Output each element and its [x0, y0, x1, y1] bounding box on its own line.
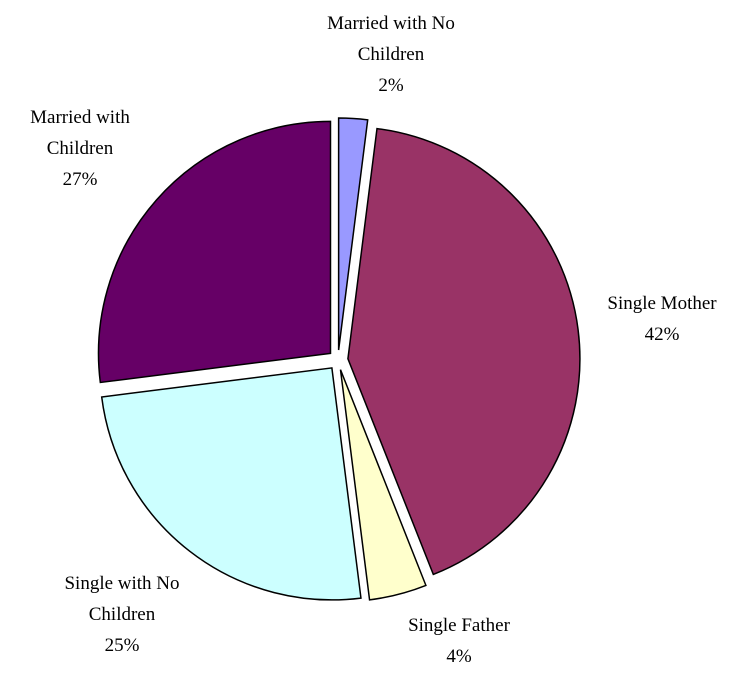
value-label: 25%	[104, 635, 140, 656]
slice-label: Single Mother 42%	[577, 288, 742, 350]
pie-slice	[337, 117, 369, 351]
value-label: 27%	[62, 169, 98, 190]
slice-label: Married with Children 27%	[0, 102, 165, 195]
value-label: 42%	[644, 324, 680, 345]
slice-label: Married with No Children 2%	[306, 8, 476, 101]
pie-slice	[100, 367, 362, 601]
category-label: Single Father	[408, 615, 510, 636]
category-label: Single Mother	[607, 293, 717, 314]
pie-slice	[97, 120, 332, 384]
category-label: Married with No Children	[327, 13, 455, 65]
pie-slice	[339, 369, 427, 601]
pie-slice	[347, 127, 581, 576]
slice-label: Single with No Children 25%	[37, 568, 207, 661]
category-label: Single with No Children	[64, 573, 180, 625]
category-label: Married with Children	[30, 107, 130, 159]
value-label: 2%	[378, 75, 404, 96]
value-label: 4%	[446, 646, 472, 667]
slice-label: Single Father 4%	[374, 610, 544, 672]
